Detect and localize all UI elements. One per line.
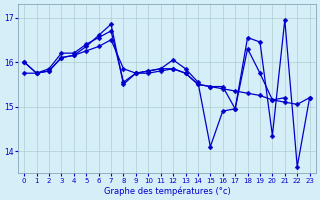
- X-axis label: Graphe des températures (°c): Graphe des températures (°c): [104, 186, 230, 196]
